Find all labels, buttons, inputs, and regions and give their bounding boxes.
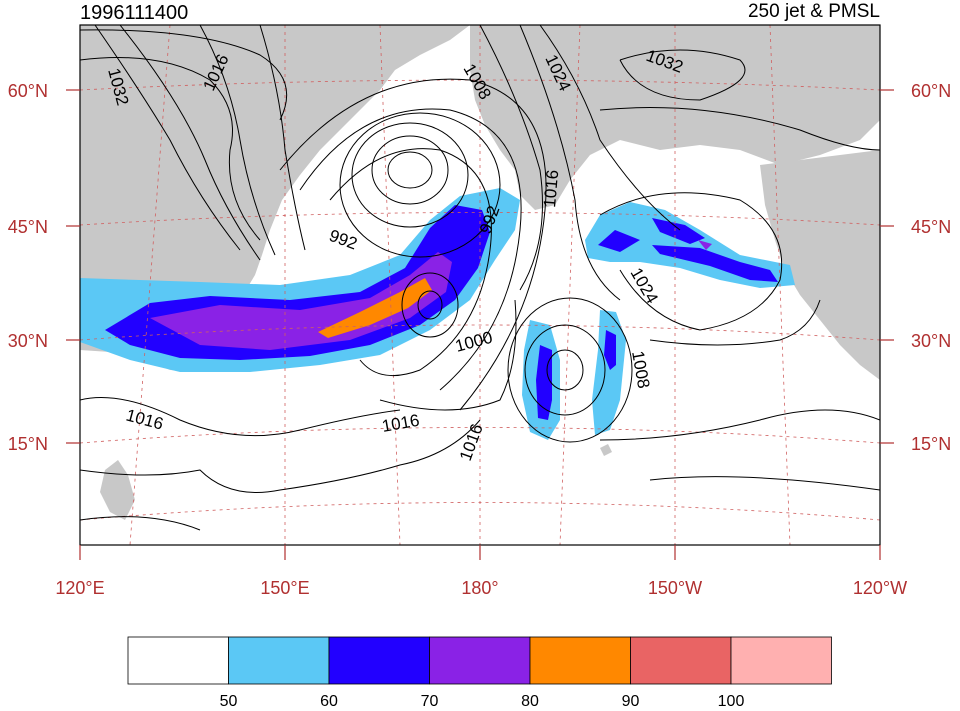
- lon-label: 120°E: [55, 578, 104, 598]
- graticule: [80, 25, 880, 545]
- jet-shading-50-60-low2: [592, 310, 626, 435]
- lat-label: 60°N: [911, 81, 951, 101]
- colorbar-tick-label: 50: [220, 693, 238, 710]
- jet-shading-60-70-low2: [604, 330, 616, 370]
- lat-labels-left: 60°N 45°N 30°N 15°N: [8, 81, 48, 454]
- colorbar-swatch: [328, 636, 430, 685]
- lon-label: 120°W: [853, 578, 907, 598]
- lat-ticks-right: [880, 89, 894, 444]
- colorbar-tick-label: 100: [718, 693, 745, 710]
- land-north-america: [760, 150, 880, 380]
- colorbar-swatch: [630, 636, 732, 685]
- lon-labels: 120°E 150°E 180° 150°W 120°W: [55, 578, 907, 598]
- jet-shading-70-80-east: [698, 240, 712, 250]
- colorbar: 50 60 70 80 90 100: [127, 636, 832, 710]
- lat-label: 30°N: [8, 331, 48, 351]
- lat-label: 15°N: [911, 434, 951, 454]
- isobars: [80, 25, 880, 531]
- lat-label: 30°N: [911, 331, 951, 351]
- lat-label: 45°N: [911, 217, 951, 237]
- isobar-label: 1016: [540, 169, 562, 208]
- lon-label: 180°: [461, 578, 498, 598]
- jet-shading-70-80: [150, 252, 452, 350]
- colorbar-swatch: [730, 636, 832, 685]
- lat-label: 45°N: [8, 217, 48, 237]
- lon-label: 150°W: [648, 578, 702, 598]
- lat-ticks-left: [66, 89, 80, 444]
- land-hawaii: [600, 444, 612, 456]
- colorbar-swatch: [228, 636, 330, 685]
- date-title: 1996111400: [80, 2, 188, 24]
- colorbar-tick-label: 60: [320, 693, 338, 710]
- colorbar-swatch: [127, 636, 229, 685]
- lat-label: 60°N: [8, 81, 48, 101]
- lon-label: 150°E: [260, 578, 309, 598]
- field-title: 250 jet & PMSL: [748, 1, 880, 22]
- lat-labels-right: 60°N 45°N 30°N 15°N: [911, 81, 951, 454]
- colorbar-tick-label: 80: [521, 693, 539, 710]
- colorbar-swatch: [529, 636, 631, 685]
- colorbar-swatch: [429, 636, 531, 685]
- jet-shading-60-70-east: [598, 218, 778, 282]
- colorbar-tick-label: 90: [622, 693, 640, 710]
- lat-label: 15°N: [8, 434, 48, 454]
- lon-ticks: [79, 545, 881, 560]
- colorbar-tick-label: 70: [421, 693, 439, 710]
